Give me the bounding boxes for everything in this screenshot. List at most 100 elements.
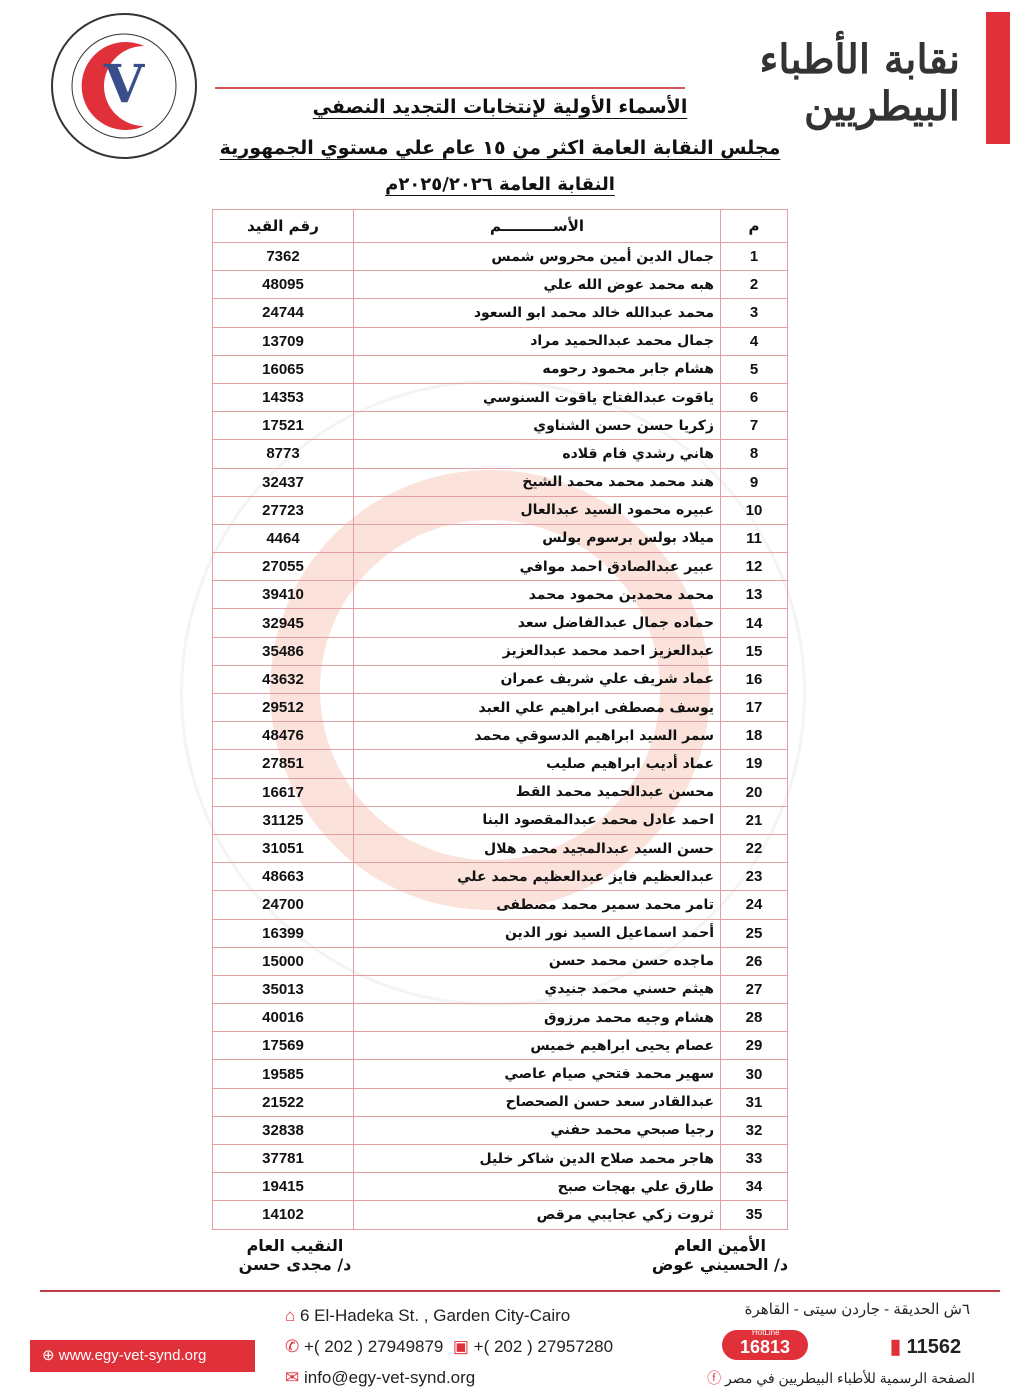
row-number: 2	[720, 270, 788, 300]
row-number: 17	[720, 692, 788, 723]
row-number: 35	[720, 1200, 788, 1230]
secretary-title: الأمين العام	[673, 1236, 767, 1255]
member-name: عبير عبدالصادق احمد موافي	[353, 552, 721, 582]
table-row: 26 ماجده حسن محمد حسن 15000	[212, 946, 788, 976]
table-row: 12 عبير عبدالصادق احمد موافي 27055	[212, 552, 788, 582]
row-number: 21	[720, 805, 788, 835]
member-name: عبيره محمود السيد عبدالعال	[353, 495, 721, 525]
president-signature: النقيب العام د/ مجدى حسن	[215, 1236, 375, 1274]
table-row: 17 يوسف مصطفى ابراهيم علي العبد 29512	[212, 692, 788, 723]
header-name: الأســــــــــم	[353, 209, 721, 243]
table-row: 23 عبدالعظيم فايز عبدالعظيم محمد علي 48663	[212, 862, 788, 892]
registration-number: 48095	[212, 270, 354, 300]
president-name: د/ مجدى حسن	[238, 1255, 352, 1274]
row-number: 15	[720, 636, 788, 666]
syndicate-calligraphy: نقابة الأطباء البيطريين	[759, 36, 961, 130]
member-name: جمال الدين أمين محروس شمس	[353, 241, 721, 272]
member-name: هند محمد محمد محمد الشيخ	[353, 467, 721, 497]
registration-number: 35486	[212, 636, 354, 666]
table-header-row: م الأســــــــــم رقم القيد	[212, 209, 788, 243]
row-number: 29	[720, 1031, 788, 1061]
registration-number: 16399	[212, 918, 354, 948]
member-name: هشام جابر محمود رحومه	[353, 354, 721, 384]
table-row: 21 احمد عادل محمد عبدالمقصود البنا 31125	[212, 805, 788, 835]
row-number: 23	[720, 862, 788, 892]
row-number: 26	[720, 946, 788, 976]
row-number: 5	[720, 354, 788, 384]
registration-number: 21522	[212, 1087, 354, 1117]
registration-number: 48476	[212, 721, 354, 751]
document-title: الأسماء الأولية لإنتخابات التجديد النصفي	[312, 96, 688, 118]
mail-icon: ✉	[285, 1368, 304, 1387]
document-year: النقابة العامة ٢٠٢٥/٢٠٢٦م	[385, 174, 615, 195]
registration-number: 27055	[212, 552, 354, 582]
registration-number: 4464	[212, 523, 354, 554]
registration-number: 29512	[212, 692, 354, 723]
row-number: 28	[720, 1003, 788, 1033]
registration-number: 35013	[212, 974, 354, 1005]
registration-number: 24744	[212, 298, 354, 328]
fax: +( 202 ) 27957280	[473, 1337, 614, 1356]
table-row: 18 سمر السيد ابراهيم الدسوقي محمد 48476	[212, 721, 788, 751]
table-row: 32 رجيا صبحي محمد حفني 32838	[212, 1115, 788, 1146]
phone: +( 202 ) 27949879	[303, 1337, 444, 1356]
table-row: 6 ياقوت عبدالفتاح ياقوت السنوسي 14353	[212, 382, 788, 413]
table-row: 34 طارق علي بهجات صبح 19415	[212, 1172, 788, 1202]
facebook-icon: ⓕ	[707, 1370, 726, 1386]
table-row: 13 محمد محمدين محمود محمد 39410	[212, 580, 788, 610]
member-name: أحمد اسماعيل السيد نور الدين	[353, 918, 721, 948]
member-name: سمر السيد ابراهيم الدسوقي محمد	[353, 721, 721, 751]
registration-number: 43632	[212, 664, 354, 695]
registration-number: 7362	[212, 241, 354, 272]
table-row: 28 هشام وجيه محمد مرزوق 40016	[212, 1003, 788, 1033]
member-name: عبدالقادر سعد حسن الصحصاح	[353, 1087, 721, 1117]
row-number: 10	[720, 495, 788, 525]
table-row: 3 محمد عبدالله خالد محمد ابو السعود 24744	[212, 298, 788, 328]
member-name: طارق علي بهجات صبح	[353, 1172, 721, 1202]
row-number: 24	[720, 890, 788, 920]
member-name: ميلاد بولس برسوم بولس	[353, 523, 721, 554]
header-divider	[215, 87, 685, 89]
row-number: 33	[720, 1143, 788, 1174]
table-row: 19 عماد أديب ابراهيم صليب 27851	[212, 749, 788, 779]
registration-number: 17521	[212, 411, 354, 441]
registration-number: 15000	[212, 946, 354, 976]
table-row: 29 عصام يحيى ابراهيم خميس 17569	[212, 1031, 788, 1061]
table-row: 10 عبيره محمود السيد عبدالعال 27723	[212, 495, 788, 525]
table-row: 30 سهير محمد فتحي صيام عاصي 19585	[212, 1059, 788, 1089]
row-number: 32	[720, 1115, 788, 1146]
email: ✉ info@egy-vet-synd.org	[285, 1368, 476, 1387]
row-number: 22	[720, 833, 788, 864]
president-title: النقيب العام	[246, 1236, 344, 1255]
decorative-red-bar	[986, 12, 1010, 144]
row-number: 8	[720, 439, 788, 469]
row-number: 27	[720, 974, 788, 1005]
table-row: 25 أحمد اسماعيل السيد نور الدين 16399	[212, 918, 788, 948]
row-number: 3	[720, 298, 788, 328]
registration-number: 14353	[212, 382, 354, 413]
registration-number: 19585	[212, 1059, 354, 1089]
member-name: عبدالعزيز احمد محمد عبدالعزيز	[353, 636, 721, 666]
header-code: رقم القيد	[212, 209, 354, 243]
row-number: 30	[720, 1059, 788, 1089]
registration-number: 40016	[212, 1003, 354, 1033]
member-name: تامر محمد سمير محمد مصطفى	[353, 890, 721, 920]
row-number: 11	[720, 523, 788, 554]
address-english: ⌂ 6 El-Hadeka St. , Garden City-Cairo	[285, 1306, 571, 1325]
row-number: 16	[720, 664, 788, 695]
member-name: عصام يحيى ابراهيم خميس	[353, 1031, 721, 1061]
table-row: 4 جمال محمد عبدالحميد مراد 13709	[212, 326, 788, 356]
row-number: 20	[720, 777, 788, 807]
member-name: حسن السيد عبدالمجيد محمد هلال	[353, 833, 721, 864]
table-row: 9 هند محمد محمد محمد الشيخ 32437	[212, 467, 788, 497]
row-number: 31	[720, 1087, 788, 1117]
table-row: 24 تامر محمد سمير محمد مصطفى 24700	[212, 890, 788, 920]
secretary-signature: الأمين العام د/ الحسيني عوض	[630, 1236, 810, 1274]
registration-number: 24700	[212, 890, 354, 920]
member-name: حماده جمال عبدالفاضل سعد	[353, 608, 721, 638]
table-row: 14 حماده جمال عبدالفاضل سعد 32945	[212, 608, 788, 638]
member-name: هشام وجيه محمد مرزوق	[353, 1003, 721, 1033]
registration-number: 27851	[212, 749, 354, 779]
table-row: 33 هاجر محمد صلاح الدين شاكر خليل 37781	[212, 1143, 788, 1174]
phone-numbers: ✆ +( 202 ) 27949879 ▣ +( 202 ) 27957280	[285, 1337, 613, 1357]
